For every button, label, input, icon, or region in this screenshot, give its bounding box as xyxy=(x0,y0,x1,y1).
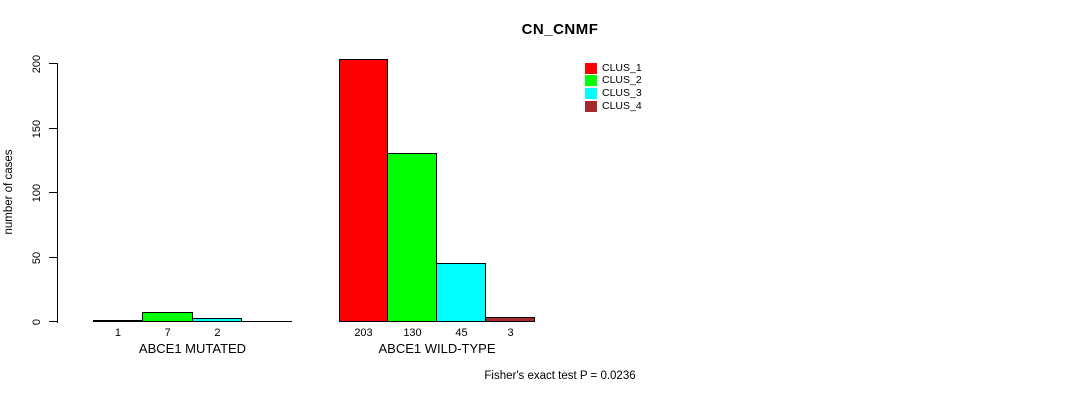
legend-item: CLUS_1 xyxy=(585,62,642,75)
legend-item: CLUS_2 xyxy=(585,75,642,88)
bar-clus_2-mutated xyxy=(141,312,193,322)
legend-label: CLUS_1 xyxy=(602,61,642,74)
legend-label: CLUS_2 xyxy=(602,74,642,87)
bar-clus_2-wildtype xyxy=(387,153,437,322)
legend-label: CLUS_4 xyxy=(602,99,642,112)
legend-item: CLUS_4 xyxy=(585,100,642,113)
y-axis-line xyxy=(57,63,58,323)
bar-clus_1-wildtype xyxy=(339,59,388,322)
bar-value-label: 3 xyxy=(507,327,514,339)
bar-value-label xyxy=(242,327,292,339)
y-axis-tick xyxy=(49,257,57,258)
y-axis-label: number of cases xyxy=(3,149,15,235)
bar-value-label: 203 xyxy=(354,327,373,339)
category-label-mutated: ABCE1 MUTATED xyxy=(138,341,247,356)
y-axis-tick-label: 100 xyxy=(31,183,43,203)
chart-title: CN_CNMF xyxy=(521,21,599,38)
bar-value-label: 130 xyxy=(403,327,422,339)
legend-swatch-clus_3 xyxy=(585,87,597,99)
bar-clus_4-wildtype xyxy=(485,317,535,322)
y-axis-tick xyxy=(49,192,57,193)
legend-swatch-clus_1 xyxy=(585,62,597,74)
bar-value-label: 2 xyxy=(214,327,221,339)
legend-swatch-clus_2 xyxy=(585,75,597,87)
bar-value-label: 1 xyxy=(114,327,121,339)
y-axis-tick xyxy=(49,63,57,64)
footer-note: Fisher's exact test P = 0.0236 xyxy=(484,370,636,382)
y-axis-tick-label: 200 xyxy=(31,54,43,74)
y-axis-tick-label: 150 xyxy=(31,119,43,139)
y-axis-tick xyxy=(49,128,57,129)
bar-clus_1-mutated xyxy=(93,320,143,322)
y-axis-tick xyxy=(49,321,57,322)
bar-value-label: 7 xyxy=(164,327,171,339)
legend-item: CLUS_3 xyxy=(585,87,642,100)
y-axis-tick-label: 50 xyxy=(31,251,43,265)
y-axis-tick-label: 0 xyxy=(31,318,43,326)
legend: CLUS_1 CLUS_2 CLUS_3 CLUS_4 xyxy=(585,62,642,112)
bar-clus_3-wildtype xyxy=(436,263,486,322)
category-label-wildtype: ABCE1 WILD-TYPE xyxy=(378,341,496,356)
bar-value-label: 45 xyxy=(455,327,468,339)
legend-swatch-clus_4 xyxy=(585,100,597,112)
bar-clus_3-mutated xyxy=(191,318,243,322)
legend-label: CLUS_3 xyxy=(602,86,642,99)
